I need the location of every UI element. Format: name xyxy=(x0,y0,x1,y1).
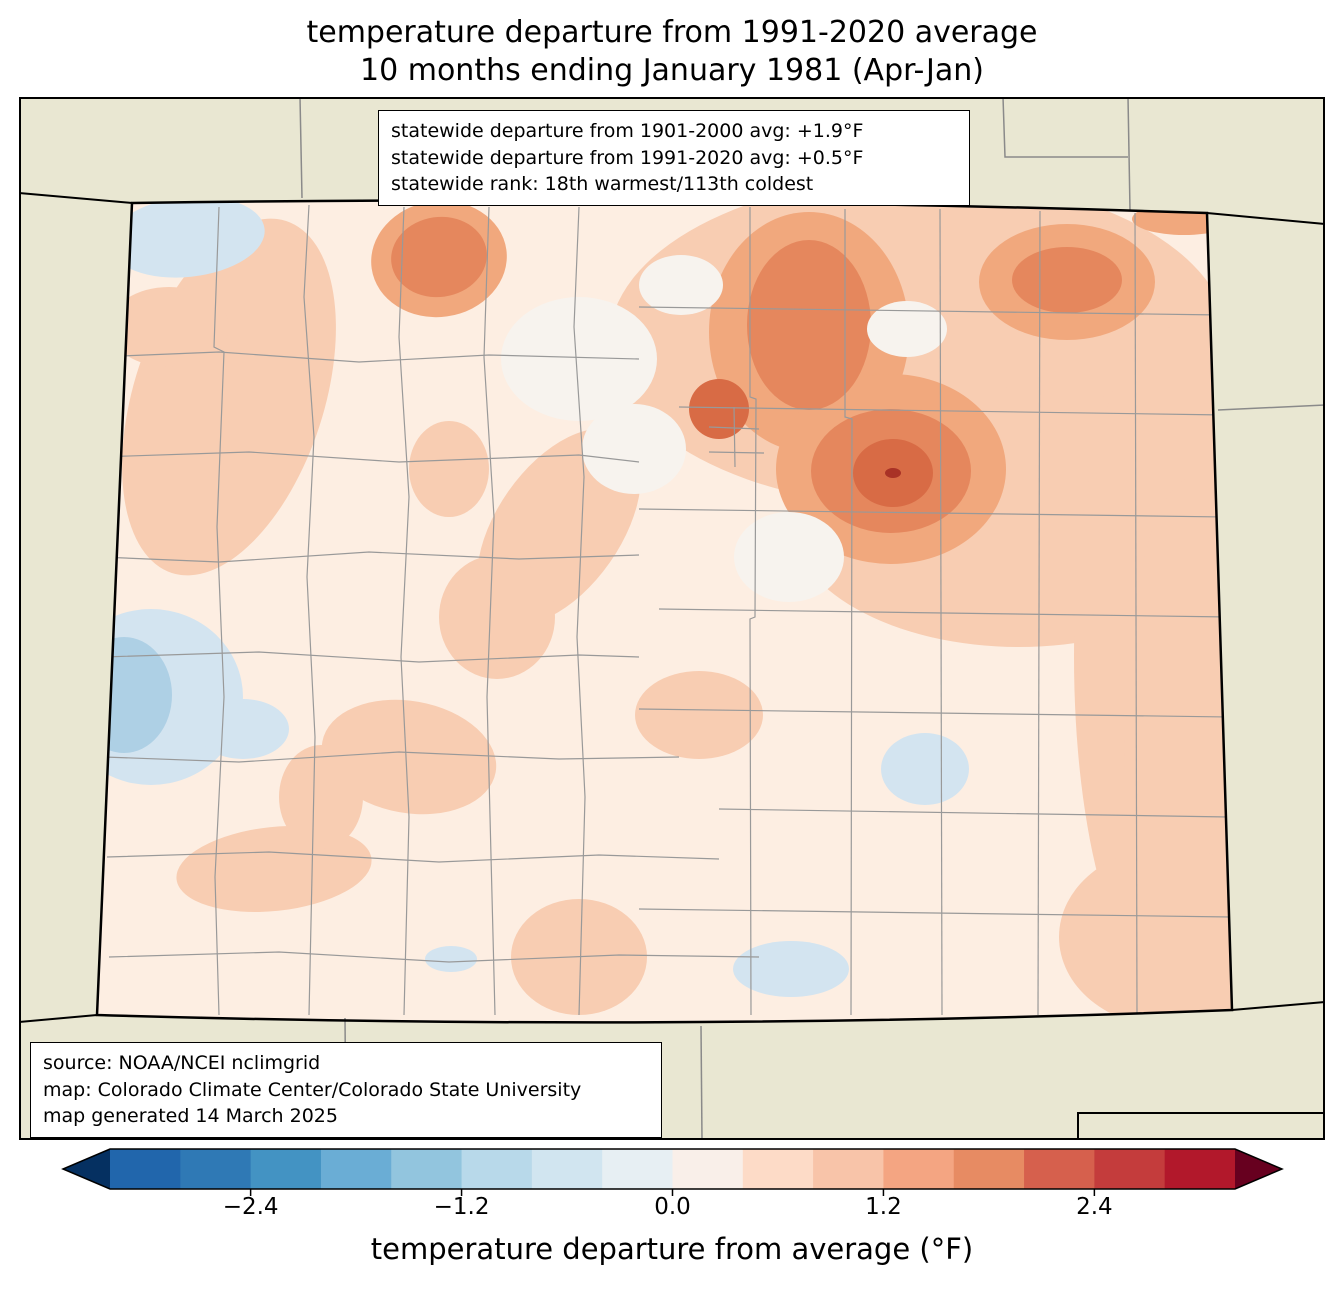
colorbar-tick-label: 0.0 xyxy=(654,1194,691,1220)
anomaly-near-zero xyxy=(501,255,947,602)
colorbar-left-arrow xyxy=(63,1149,110,1189)
colorbar-outline xyxy=(61,1148,1284,1190)
colorbar-label: temperature departure from average (°F) xyxy=(370,1232,974,1266)
stats-box: statewide departure from 1901-2000 avg: … xyxy=(378,110,970,206)
source-line-3: map generated 14 March 2025 xyxy=(43,1105,338,1128)
colorbar-segment xyxy=(953,1149,1025,1189)
colorbar-right-arrow xyxy=(1235,1149,1282,1189)
map-area xyxy=(18,96,1326,1141)
colorbar-segment xyxy=(813,1149,885,1189)
colorbar-segment xyxy=(602,1149,674,1189)
source-line-2: map: Colorado Climate Center/Colorado St… xyxy=(43,1078,582,1101)
anomaly-dark-red-spot xyxy=(885,468,901,478)
colorbar xyxy=(61,1148,1284,1196)
source-line-1: source: NOAA/NCEI nclimgrid xyxy=(43,1052,321,1074)
colorbar-segment xyxy=(110,1149,181,1189)
stats-line-1: statewide departure from 1901-2000 avg: … xyxy=(391,120,864,142)
colorbar-tick-label: −2.4 xyxy=(222,1194,279,1220)
title-line-1: temperature departure from 1991-2020 ave… xyxy=(306,15,1038,50)
county-boundaries xyxy=(97,204,1232,1016)
colorado-map xyxy=(18,96,1326,1141)
colorbar-segment xyxy=(1094,1149,1166,1189)
colorbar-segment xyxy=(742,1149,814,1189)
stats-line-3: statewide rank: 18th warmest/113th colde… xyxy=(391,173,814,196)
title-line-2: 10 months ending January 1981 (Apr-Jan) xyxy=(360,52,984,88)
colorbar-segment xyxy=(672,1149,744,1189)
colorbar-segment xyxy=(883,1149,955,1189)
map-neatline xyxy=(18,192,1326,1140)
map-frame xyxy=(19,97,1325,1140)
colorbar-segment xyxy=(391,1149,463,1189)
colorbar-segment xyxy=(461,1149,533,1189)
colorbar-segment xyxy=(250,1149,322,1189)
colorbar-segment xyxy=(1024,1149,1095,1189)
colorbar-tick-label: 2.4 xyxy=(1076,1194,1113,1220)
colorbar-segment xyxy=(531,1149,603,1189)
colorbar-tick-label: −1.2 xyxy=(433,1194,490,1220)
figure-title: temperature departure from 1991-2020 ave… xyxy=(0,14,1344,89)
colorbar-tick-labels: −2.4 −1.2 0.0 1.2 2.4 xyxy=(0,1194,1344,1224)
stats-line-2: statewide departure from 1991-2020 avg: … xyxy=(391,146,864,169)
colorbar-segment xyxy=(320,1149,392,1189)
source-box: source: NOAA/NCEI nclimgrid map: Colorad… xyxy=(30,1042,662,1138)
colorbar-segment xyxy=(1164,1149,1236,1189)
colorbar-segment xyxy=(180,1149,252,1189)
colorbar-tick-label: 1.2 xyxy=(865,1194,902,1220)
